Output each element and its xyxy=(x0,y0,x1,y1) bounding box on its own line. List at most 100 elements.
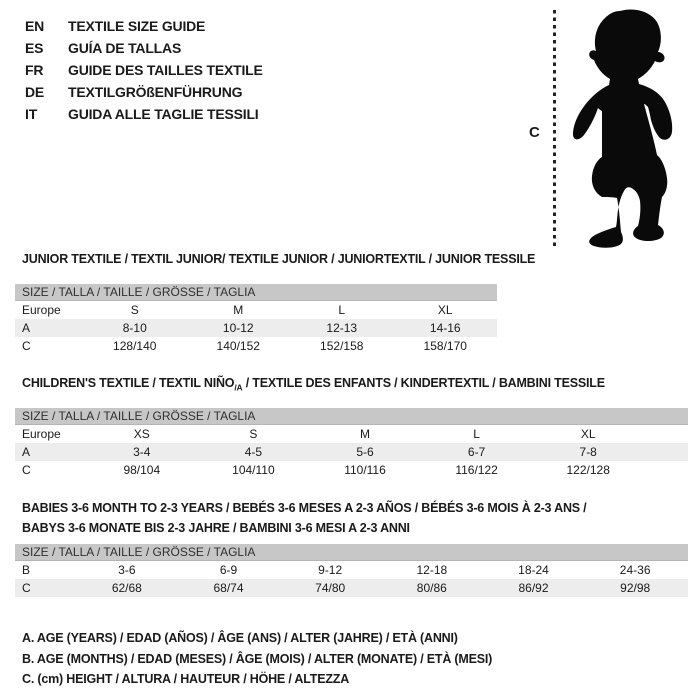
table-row: Europe S M L XL xyxy=(15,301,497,319)
row-value: 10-12 xyxy=(222,321,254,335)
row-value: 24-36 xyxy=(619,563,651,577)
row-value: XS xyxy=(133,426,150,441)
row-value: 3-6 xyxy=(118,563,136,577)
language-row: EN TEXTILE SIZE GUIDE xyxy=(25,15,263,37)
toddler-silhouette-image xyxy=(573,9,673,248)
language-title: TEXTILE SIZE GUIDE xyxy=(68,18,206,34)
row-value: L xyxy=(338,303,346,317)
row-value: 6-9 xyxy=(219,563,238,577)
row-value: 122/128 xyxy=(566,462,610,477)
row-value: 98/104 xyxy=(123,462,161,477)
language-code: DE xyxy=(25,84,45,100)
table-row: Europe XS S M L XL xyxy=(15,425,688,443)
row-label: A xyxy=(22,444,31,459)
row-value: 3-4 xyxy=(133,444,151,459)
row-value: 74/80 xyxy=(315,581,346,595)
row-value: XL xyxy=(580,426,596,441)
row-value: 68/74 xyxy=(213,581,244,595)
table-title: CHILDREN'S TEXTILE / TEXTIL NIÑO/A / TEX… xyxy=(15,375,688,396)
table-row: A 3-4 4-5 5-6 6-7 7-8 xyxy=(15,442,688,461)
row-value: 6-7 xyxy=(467,444,486,459)
row-value: 12-13 xyxy=(326,321,358,335)
row-value: 9-12 xyxy=(318,563,343,577)
row-value: 8-10 xyxy=(122,321,147,335)
table-title-text: /A xyxy=(234,382,243,393)
row-value: 12-18 xyxy=(416,563,448,577)
row-label: C xyxy=(22,339,31,353)
table-row: A 8-10 10-12 12-13 14-16 xyxy=(15,319,497,337)
language-row: DE TEXTILGRÖßENFÜHRUNG xyxy=(25,81,263,103)
language-code: IT xyxy=(25,106,38,122)
language-title: GUIDA ALLE TAGLIE TESSILI xyxy=(68,106,259,122)
table-title-line: BABIES 3-6 MONTH TO 2-3 YEARS / BEBÉS 3-… xyxy=(22,498,688,518)
language-title: GUÍA DE TALLAS xyxy=(68,40,182,56)
size-header-bar: SIZE / TALLA / TAILLE / GRÖSSE / TAGLIA xyxy=(15,407,688,425)
table-title-text: BABIES 3-6 MONTH TO 2-3 YEARS / BEBÉS 3-… xyxy=(22,501,587,515)
table-title: BABIES 3-6 MONTH TO 2-3 YEARS / BEBÉS 3-… xyxy=(15,498,688,538)
row-value: 4-5 xyxy=(244,444,263,459)
childrens-textile-table: CHILDREN'S TEXTILE / TEXTIL NIÑO/A / TEX… xyxy=(15,375,688,479)
language-code: FR xyxy=(25,62,44,78)
table-title-text: CHILDREN'S TEXTILE / TEXTIL NIÑO xyxy=(22,376,235,390)
legend-line: A. AGE (YEARS) / EDAD (AÑOS) / ÂGE (ANS)… xyxy=(22,631,458,645)
row-value: 80/86 xyxy=(416,581,447,595)
language-row: ES GUÍA DE TALLAS xyxy=(25,37,263,59)
table-title-text: BABYS 3-6 MONATE BIS 2-3 JAHRE / BAMBINI… xyxy=(22,521,410,535)
row-value: 116/122 xyxy=(455,462,498,477)
row-value: M xyxy=(359,426,370,441)
height-measure-dotted-line xyxy=(553,10,556,248)
table-title-line: JUNIOR TEXTILE / TEXTIL JUNIOR/ TEXTILE … xyxy=(22,251,535,267)
row-value: S xyxy=(249,426,258,441)
language-code: ES xyxy=(25,40,44,56)
row-value: 152/158 xyxy=(320,339,364,353)
row-value: 128/140 xyxy=(113,339,157,353)
table-title: JUNIOR TEXTILE / TEXTIL JUNIOR/ TEXTILE … xyxy=(15,251,535,267)
table-row: C 62/68 68/74 74/80 80/86 86/92 92/98 xyxy=(15,579,688,597)
row-value: 14-16 xyxy=(429,321,461,335)
language-row: IT GUIDA ALLE TAGLIE TESSILI xyxy=(25,103,263,125)
row-value: 18-24 xyxy=(518,563,549,577)
row-value: 104/110 xyxy=(232,462,275,477)
size-header-bar: SIZE / TALLA / TAILLE / GRÖSSE / TAGLIA xyxy=(15,544,688,561)
row-label: Europe xyxy=(22,303,61,317)
row-value: L xyxy=(473,426,480,441)
height-dimension-label: C xyxy=(529,124,540,141)
babies-textile-table: BABIES 3-6 MONTH TO 2-3 YEARS / BEBÉS 3-… xyxy=(15,498,688,597)
junior-textile-table: JUNIOR TEXTILE / TEXTIL JUNIOR/ TEXTILE … xyxy=(15,251,535,355)
language-list: EN TEXTILE SIZE GUIDE ES GUÍA DE TALLAS FR GU… xyxy=(25,15,263,125)
size-header-label: SIZE / TALLA / TAILLE / GRÖSSE / TAGLIA xyxy=(22,408,256,423)
table-title-line: CHILDREN'S TEXTILE / TEXTIL NIÑO/A / TEX… xyxy=(22,375,688,396)
size-header-label: SIZE / TALLA / TAILLE / GRÖSSE / TAGLIA xyxy=(22,545,256,559)
row-label: C xyxy=(22,581,31,595)
language-row: FR GUIDE DES TAILLES TEXTILE xyxy=(25,59,263,81)
row-value: 62/68 xyxy=(111,581,142,595)
row-label: A xyxy=(22,321,31,335)
dimension-legend: A. AGE (YEARS) / EDAD (AÑOS) / ÂGE (ANS)… xyxy=(22,628,492,690)
row-value: 110/116 xyxy=(344,462,386,477)
table-title-line: BABYS 3-6 MONATE BIS 2-3 JAHRE / BAMBINI… xyxy=(22,518,688,538)
row-value: 140/152 xyxy=(216,339,260,353)
legend-line: C. (cm) HEIGHT / ALTURA / HAUTEUR / HÖHE… xyxy=(22,672,350,686)
row-value: 158/170 xyxy=(423,339,467,353)
language-code: EN xyxy=(25,18,45,34)
table-row: C 98/104 104/110 110/116 116/122 122/128 xyxy=(15,461,688,479)
row-label: B xyxy=(22,563,31,577)
row-label: Europe xyxy=(22,426,61,441)
language-title: TEXTILGRÖßENFÜHRUNG xyxy=(68,84,243,100)
row-value: M xyxy=(233,303,244,317)
row-label: C xyxy=(22,462,31,477)
table-row: B 3-6 6-9 9-12 12-18 18-24 24-36 xyxy=(15,561,688,579)
table-row: C 128/140 140/152 152/158 158/170 xyxy=(15,337,497,355)
table-title-text: JUNIOR TEXTILE / TEXTIL JUNIOR/ TEXTILE … xyxy=(22,252,536,266)
row-value: XL xyxy=(437,303,453,317)
legend-line: B. AGE (MONTHS) / EDAD (MESES) / ÂGE (MO… xyxy=(22,651,493,666)
row-value: 5-6 xyxy=(356,444,374,459)
row-value: 7-8 xyxy=(579,444,597,459)
table-title-text: / TEXTILE DES ENFANTS / KINDERTEXTIL / B… xyxy=(242,376,605,390)
size-header-label: SIZE / TALLA / TAILLE / GRÖSSE / TAGLIA xyxy=(22,285,256,299)
row-value: 86/92 xyxy=(518,581,549,595)
language-title: GUIDE DES TAILLES TEXTILE xyxy=(68,62,263,78)
row-value: S xyxy=(130,303,139,317)
row-value: 92/98 xyxy=(620,581,651,595)
